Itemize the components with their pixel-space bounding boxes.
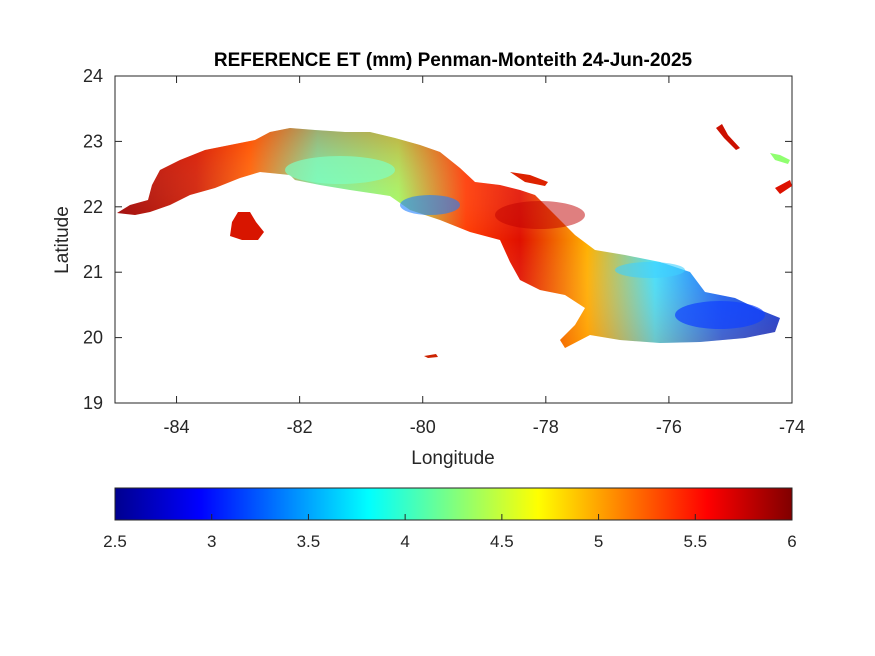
colorbar-ticks: 2.5 3 3.5 4 4.5 5 5.5 6 bbox=[103, 514, 797, 551]
cay-bahamas bbox=[770, 153, 790, 164]
x-tick-label: -74 bbox=[779, 417, 805, 437]
y-tick-label: 23 bbox=[83, 131, 103, 151]
x-tick-label: -76 bbox=[656, 417, 682, 437]
colorbar-tick-label: 4.5 bbox=[490, 532, 514, 551]
colorbar-tick-label: 3.5 bbox=[297, 532, 321, 551]
cool-patch-central bbox=[285, 156, 395, 184]
colorbar-tick-label: 5.5 bbox=[683, 532, 707, 551]
x-axis: -84 -82 -80 -78 -76 -74 bbox=[164, 76, 805, 437]
x-tick-label: -78 bbox=[533, 417, 559, 437]
cay-south bbox=[424, 354, 438, 358]
cool-patch-holguin bbox=[615, 262, 685, 278]
y-tick-label: 24 bbox=[83, 66, 103, 86]
colorbar-tick-label: 2.5 bbox=[103, 532, 127, 551]
colorbar-tick-label: 3 bbox=[207, 532, 216, 551]
cool-patch-east bbox=[675, 301, 765, 329]
y-axis: 19 20 21 22 23 24 bbox=[83, 66, 792, 413]
plot-area bbox=[114, 75, 793, 404]
colorbar-tick-label: 6 bbox=[787, 532, 796, 551]
y-axis-label: Latitude bbox=[52, 206, 73, 274]
cay-haiti bbox=[775, 180, 792, 194]
x-axis-label: Longitude bbox=[411, 448, 494, 469]
hot-patch-camaguey bbox=[495, 201, 585, 229]
y-tick-label: 20 bbox=[83, 328, 103, 348]
x-tick-label: -80 bbox=[410, 417, 436, 437]
colorbar bbox=[114, 487, 793, 521]
x-tick-label: -84 bbox=[164, 417, 190, 437]
et-map-layer bbox=[117, 124, 792, 358]
y-tick-label: 21 bbox=[83, 262, 103, 282]
y-tick-label: 22 bbox=[83, 197, 103, 217]
cay-north-central bbox=[510, 172, 548, 186]
colorbar-tick-label: 4 bbox=[400, 532, 409, 551]
map-title: REFERENCE ET (mm) Penman-Monteith 24-Jun… bbox=[214, 50, 693, 71]
x-tick-label: -82 bbox=[287, 417, 313, 437]
cuba-shading-overlay bbox=[117, 128, 780, 348]
colorbar-tick-label: 5 bbox=[594, 532, 603, 551]
isla-de-la-juventud bbox=[230, 212, 264, 240]
cay-northeast bbox=[716, 124, 740, 150]
y-tick-label: 19 bbox=[83, 393, 103, 413]
cool-patch-villa-clara bbox=[400, 195, 460, 215]
